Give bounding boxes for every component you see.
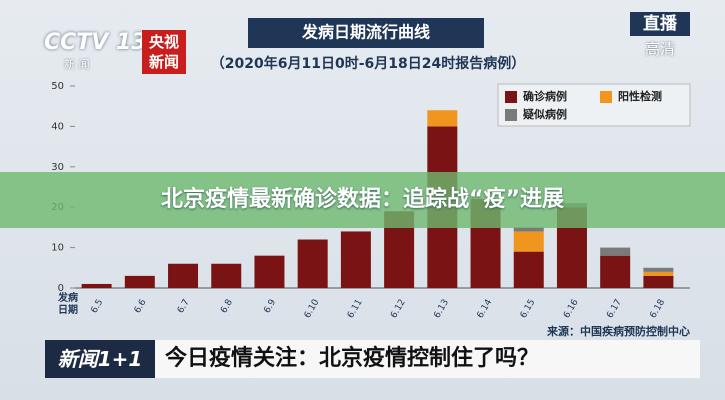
x-tick-label: 6.10 xyxy=(303,298,322,321)
bar xyxy=(297,239,328,288)
bar xyxy=(643,275,674,288)
x-tick-label: 6.5 xyxy=(90,298,106,315)
chart-title: 发病日期流行曲线 xyxy=(301,23,430,42)
legend-label: 确诊病例 xyxy=(523,89,567,103)
app-logo: 央视新闻 xyxy=(142,30,186,74)
live-badge: 直播 xyxy=(630,12,690,36)
channel-sub: 新 闻 xyxy=(64,58,90,71)
y-tick-label: 30 xyxy=(51,162,64,173)
title-banner xyxy=(248,18,484,48)
x-axis-label: 发病日期 xyxy=(58,293,78,316)
legend-label: 疑似病例 xyxy=(523,107,567,121)
x-tick-label: 6.17 xyxy=(605,298,624,320)
source: 来源：中国疾病预防控制中心 xyxy=(546,324,690,338)
bar xyxy=(600,255,631,288)
legend-swatch xyxy=(505,91,517,103)
legend-label: 阳性检测 xyxy=(618,89,662,103)
program-logo: 新闻1+1 xyxy=(45,340,155,378)
bar xyxy=(513,251,544,288)
x-tick-label: 6.14 xyxy=(476,298,495,321)
bar xyxy=(211,263,242,288)
bar xyxy=(427,110,458,127)
y-tick-label: 50 xyxy=(51,81,64,92)
bar xyxy=(600,247,631,256)
x-tick-label: 6.15 xyxy=(519,298,538,320)
bar xyxy=(643,271,674,276)
chart-subtitle: （2020年6月11日0时-6月18日24时报告病例） xyxy=(211,55,525,72)
x-tick-label: 6.13 xyxy=(432,298,451,320)
x-tick-label: 6.9 xyxy=(262,298,278,316)
hd-badge: 高清 xyxy=(644,40,675,58)
y-tick-label: 10 xyxy=(51,243,64,254)
bar xyxy=(124,275,155,288)
legend-swatch xyxy=(600,91,612,103)
channel-logo: CCTV 13 xyxy=(44,30,147,55)
bar xyxy=(168,263,199,288)
x-tick-label: 6.12 xyxy=(389,298,408,320)
bar xyxy=(340,231,371,288)
x-tick-label: 6.11 xyxy=(346,298,365,320)
caption: 今日疫情关注：北京疫情控制住了吗？ xyxy=(155,340,700,378)
y-tick-label: 40 xyxy=(51,121,64,132)
y-tick-label: 0 xyxy=(58,283,64,294)
x-tick-label: 6.7 xyxy=(176,298,192,315)
headline-overlay: 北京疫情最新确诊数据：追踪战“疫”进展 xyxy=(0,172,725,228)
bar xyxy=(643,267,674,272)
x-tick-label: 6.16 xyxy=(562,298,581,321)
x-tick-label: 6.8 xyxy=(219,298,235,316)
x-tick-label: 6.6 xyxy=(133,298,149,316)
legend-swatch xyxy=(505,109,517,121)
bar xyxy=(513,231,544,252)
legend-box xyxy=(497,83,691,127)
bar xyxy=(254,255,285,288)
x-tick-label: 6.18 xyxy=(648,298,667,321)
bar xyxy=(81,283,112,288)
bar xyxy=(513,227,544,232)
